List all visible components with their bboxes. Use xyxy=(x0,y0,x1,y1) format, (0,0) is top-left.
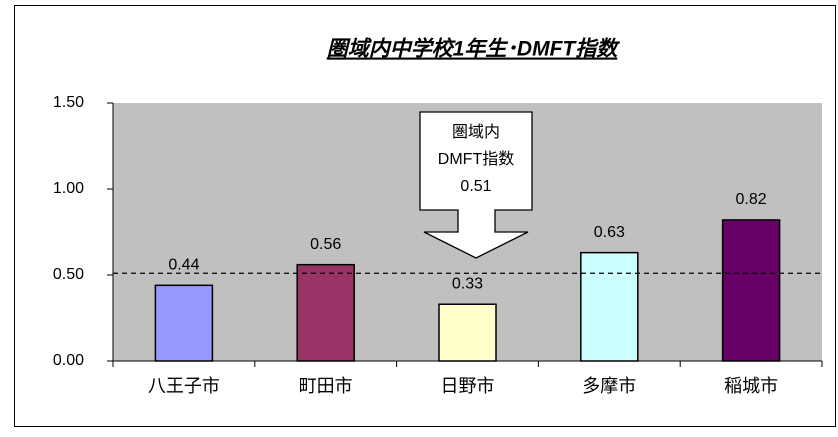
bar xyxy=(721,219,781,362)
bar xyxy=(296,263,355,362)
chart-title: 圏域内中学校1年生･DMFT指数 xyxy=(327,37,620,61)
callout xyxy=(419,111,533,259)
x-tick-label: 稲城市 xyxy=(724,376,778,396)
data-label: 0.44 xyxy=(168,257,199,274)
bar xyxy=(580,251,639,362)
x-tick-label: 多摩市 xyxy=(582,376,636,396)
callout-value: 0.51 xyxy=(460,178,491,195)
callout-label: DMFT指数 xyxy=(438,150,514,168)
bar xyxy=(154,284,214,362)
x-tick-label: 町田市 xyxy=(299,376,353,396)
data-label: 0.33 xyxy=(452,275,483,292)
data-label: 0.56 xyxy=(310,236,341,253)
y-tick-label: 0.00 xyxy=(53,352,84,369)
y-tick-label: 1.00 xyxy=(53,180,84,197)
y-tick-label: 0.50 xyxy=(53,266,84,283)
bar xyxy=(438,303,497,362)
x-tick-label: 八王子市 xyxy=(148,376,220,396)
callout-label: 圏域内 xyxy=(452,123,500,141)
y-tick-label: 1.50 xyxy=(53,94,84,111)
data-label: 0.63 xyxy=(594,224,625,241)
data-label: 0.82 xyxy=(736,191,767,208)
x-tick-label: 日野市 xyxy=(441,376,495,396)
